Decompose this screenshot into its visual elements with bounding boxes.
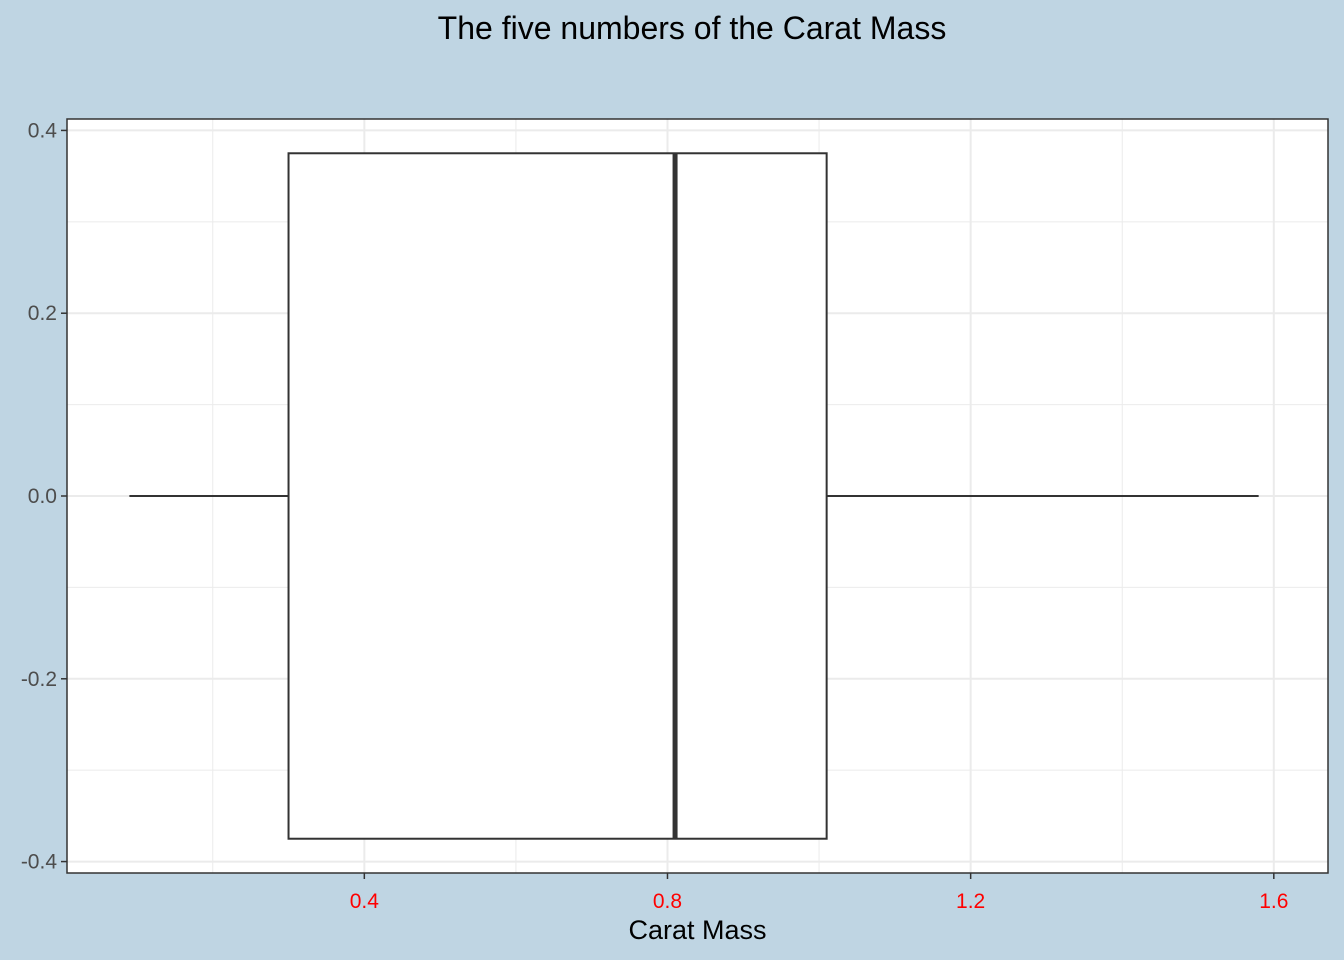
x-tick-label: 0.4: [350, 890, 380, 913]
y-tick-label: 0.2: [28, 302, 57, 325]
x-tick-label: 1.6: [1259, 890, 1288, 913]
y-tick-label: -0.4: [21, 851, 58, 874]
y-tick-label: -0.2: [21, 668, 57, 691]
x-axis-title: Carat Mass: [628, 915, 766, 945]
x-tick-label: 1.2: [956, 890, 985, 913]
chart-title: The five numbers of the Carat Mass: [437, 10, 947, 46]
box-iqr: [287, 152, 828, 840]
y-tick-label: 0.4: [28, 119, 58, 142]
x-tick-label: 0.8: [653, 890, 682, 913]
y-tick-label: 0.0: [28, 485, 57, 508]
